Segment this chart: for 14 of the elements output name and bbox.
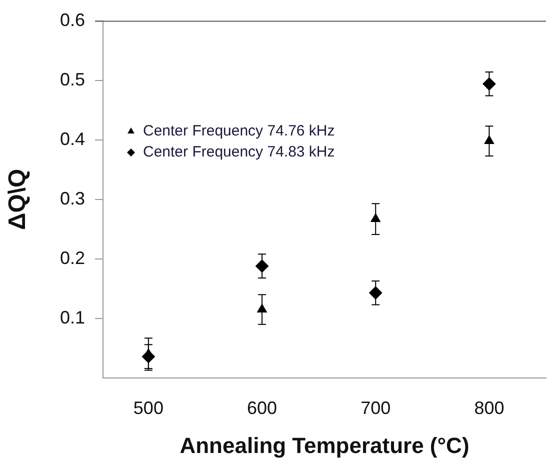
- x-tick-label: 800: [474, 398, 504, 418]
- legend-label: Center Frequency 74.76 kHz: [143, 122, 335, 140]
- x-tick-label: 500: [133, 398, 164, 418]
- legend-label: Center Frequency 74.83 kHz: [143, 144, 335, 161]
- y-tick-label: 0.2: [60, 248, 85, 268]
- x-tick-label: 600: [247, 398, 278, 418]
- x-axis-title: Annealing Temperature (°C): [180, 432, 470, 458]
- y-tick-label: 0.4: [60, 128, 85, 149]
- y-axis-title: ΔQ\Q: [4, 168, 32, 230]
- y-tick-label: 0.6: [60, 10, 85, 30]
- y-tick-label: 0.5: [60, 69, 85, 90]
- y-tick-label: 0.1: [60, 307, 85, 328]
- y-tick-label: 0.3: [60, 188, 85, 208]
- x-tick-label: 700: [360, 398, 391, 418]
